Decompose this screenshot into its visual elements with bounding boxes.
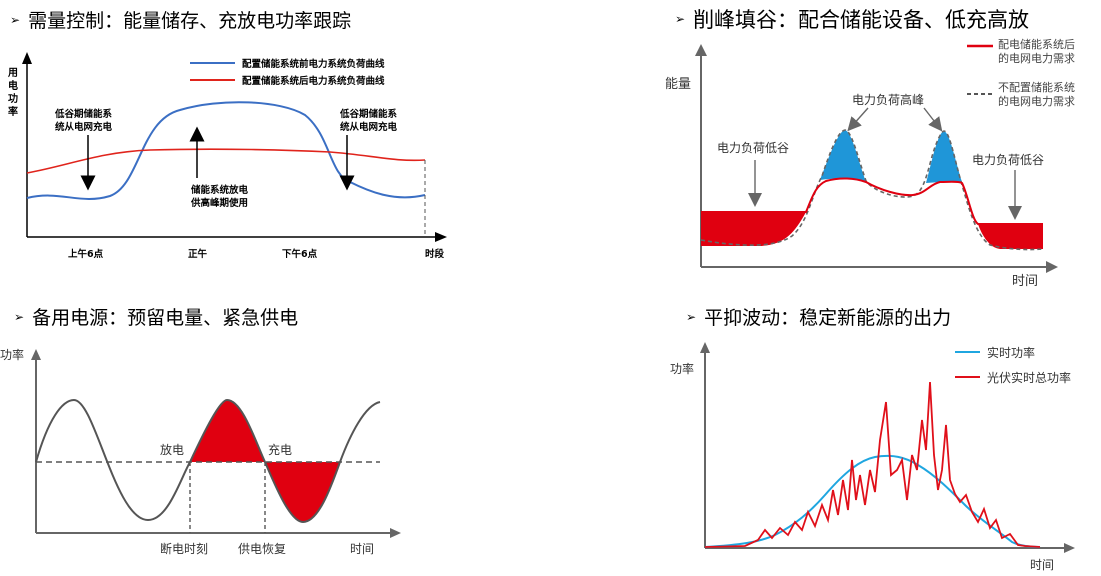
q1-annot-left-2: 统从电网充电 (55, 121, 113, 133)
q2-valley-label-right: 电力负荷低谷 (972, 153, 1044, 167)
demand-control-chart: 用 电 功 率 配置储能系统前电力系统负荷曲线 配置储能系统后电力系统负荷曲线 … (7, 52, 447, 260)
q1-annot-left-1: 低谷期储能系 (54, 108, 113, 120)
q2-legend-none-2: 的电网电力需求 (998, 94, 1075, 108)
heading-demand-control-text: 需量控制：能量储存、充放电功率跟踪 (28, 10, 352, 32)
q3-restore-label: 供电恢复 (238, 542, 286, 556)
q1-y-label-4: 率 (8, 105, 18, 118)
q2-legend-none-1: 不配置储能系统 (998, 80, 1075, 94)
q1-y-arrow-icon (22, 52, 32, 64)
bullet-icon: ➢ (14, 309, 25, 324)
q3-charge-label: 充电 (268, 442, 292, 457)
q1-y-label-2: 电 (8, 79, 18, 92)
q1-annot-mid-2: 供高峰期使用 (190, 197, 248, 209)
heading-peak-shaving-text: 削峰填谷：配合储能设备、低充高放 (693, 8, 1030, 32)
q1-legend-before: 配置储能系统前电力系统负荷曲线 (242, 58, 385, 70)
heading-peak-shaving: ➢ 削峰填谷：配合储能设备、低充高放 (675, 4, 1029, 34)
q1-y-label-3: 功 (8, 92, 18, 105)
q3-y-label: 功率 (0, 347, 24, 362)
q3-y-arrow-icon (31, 349, 41, 360)
q2-x-label: 时间 (1012, 274, 1038, 289)
q1-annot-mid-1: 储能系统放电 (191, 184, 249, 196)
q2-legend-after-2: 的电网电力需求 (998, 51, 1075, 65)
smoothing-chart: 功率 时间 实时功率 光伏实时总功率 (670, 342, 1075, 572)
heading-backup-power-text: 备用电源：预留电量、紧急供电 (32, 307, 299, 329)
q4-x-arrow-icon (1064, 543, 1075, 553)
q1-curve-after (26, 148, 426, 174)
heading-smoothing-text: 平抑波动：稳定新能源的出力 (704, 307, 952, 329)
q1-tick-morning: 上午6点 (68, 248, 104, 260)
q1-tick-period: 时段 (425, 248, 445, 260)
q2-y-arrow-icon (695, 44, 707, 56)
q4-y-arrow-icon (700, 342, 710, 353)
q2-x-arrow-icon (1046, 261, 1058, 273)
q1-legend-after: 配置储能系统后电力系统负荷曲线 (242, 75, 385, 87)
q3-x-label: 时间 (350, 542, 374, 556)
q2-valley-label-left: 电力负荷低谷 (717, 141, 789, 155)
q1-annot-right-1: 低谷期储能系 (339, 108, 398, 120)
q2-peak-fill-right (926, 131, 962, 183)
heading-smoothing: ➢ 平抑波动：稳定新能源的出力 (686, 303, 951, 330)
q2-peak-label: 电力负荷高峰 (852, 92, 924, 107)
q4-y-label: 功率 (670, 361, 694, 376)
q2-arrow-peak-right-icon (923, 107, 943, 132)
q2-arrow-peak-left-icon (847, 107, 869, 132)
q2-demand-without-storage (700, 129, 1044, 251)
q3-power-curve (35, 398, 381, 524)
q2-demand-with-storage (701, 177, 1043, 225)
bullet-icon: ➢ (686, 309, 697, 324)
q4-legend-pv-total: 光伏实时总功率 (987, 370, 1071, 385)
q4-x-label: 时间 (1030, 558, 1054, 572)
q4-pv-total-power-line (704, 381, 1041, 548)
q3-charge-fill (265, 462, 340, 522)
q1-y-label-1: 用 (7, 67, 18, 79)
q3-discharge-fill (190, 400, 265, 462)
q2-valley-fill-right (978, 224, 1043, 249)
bullet-icon: ➢ (675, 12, 686, 26)
q2-legend-after-1: 配电储能系统后 (998, 37, 1075, 51)
q2-valley-fill-left (701, 212, 806, 246)
q3-x-arrow-icon (390, 528, 401, 538)
peak-shaving-chart: 能量 时间 电力负荷高峰 电力负荷低谷 电力负荷低谷 配电储能系统后 的电网电力… (665, 37, 1075, 289)
heading-demand-control: ➢ 需量控制：能量储存、充放电功率跟踪 (10, 6, 351, 33)
q1-tick-evening: 下午6点 (282, 248, 318, 260)
q3-cutoff-label: 断电时刻 (160, 541, 208, 556)
q1-annot-right-2: 统从电网充电 (340, 121, 398, 133)
bullet-icon: ➢ (10, 12, 21, 27)
q1-x-arrow-icon (435, 232, 447, 242)
q4-legend-realtime: 实时功率 (987, 345, 1035, 360)
heading-backup-power: ➢ 备用电源：预留电量、紧急供电 (14, 303, 298, 330)
backup-power-chart: 功率 时间 放电 充电 断电时刻 供电恢复 (0, 347, 401, 556)
q3-discharge-label: 放电 (160, 442, 184, 457)
q2-y-label: 能量 (665, 77, 691, 92)
q1-tick-noon: 正午 (188, 248, 208, 260)
q2-peak-fill-left (820, 130, 866, 182)
q4-realtime-power-line (704, 454, 1041, 548)
